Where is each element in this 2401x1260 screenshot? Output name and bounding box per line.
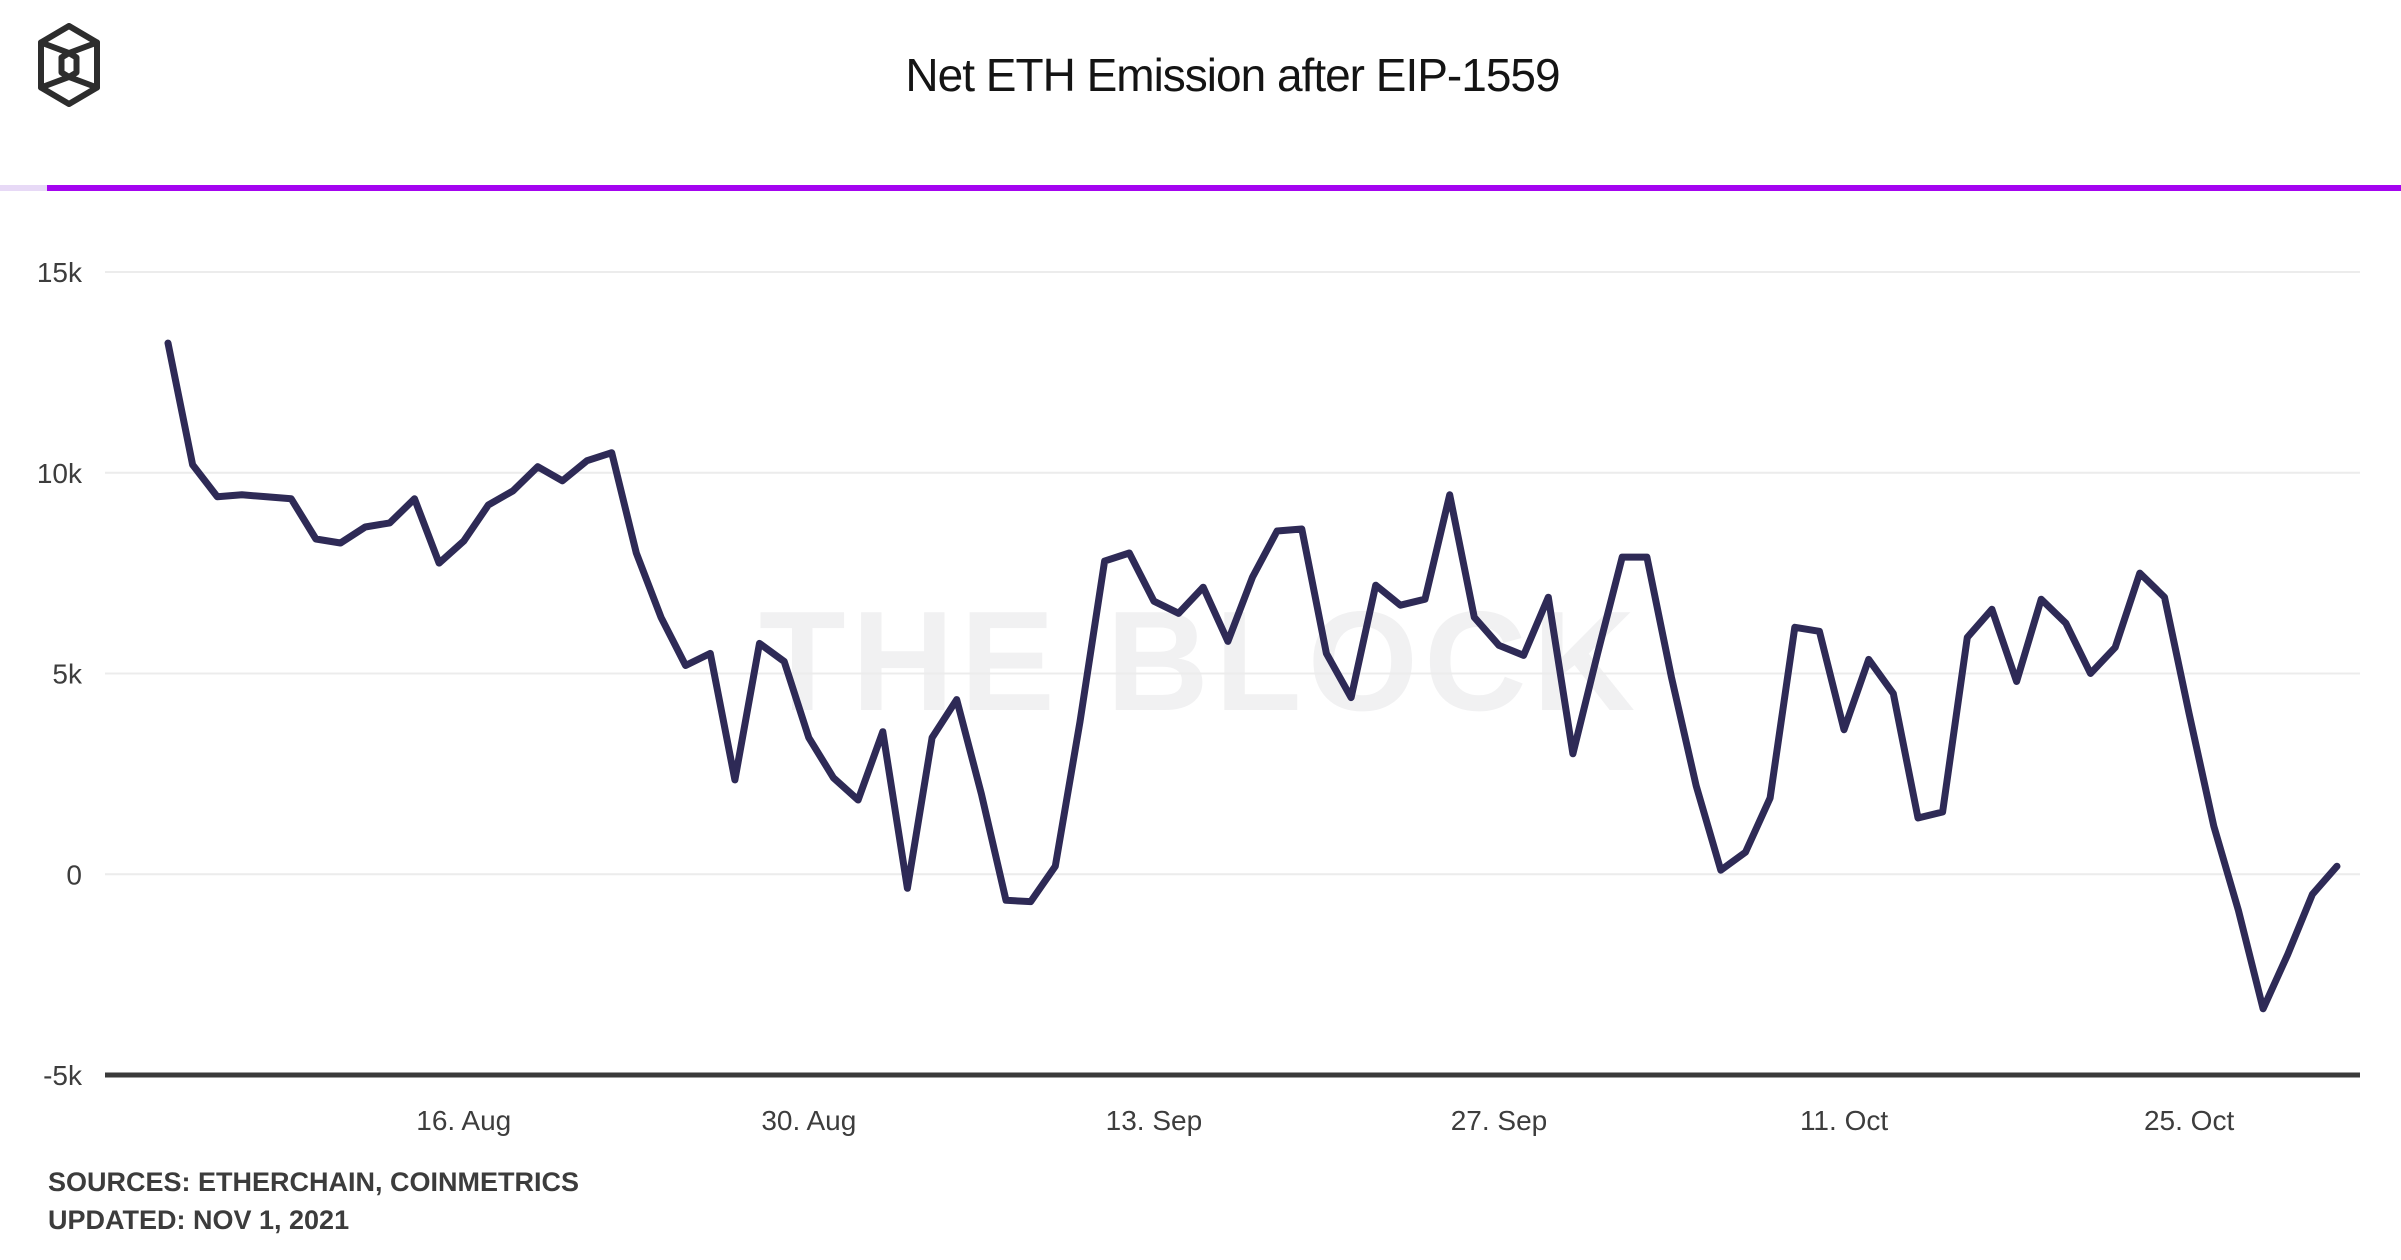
accent-rule [0,185,2401,191]
x-tick-label: 16. Aug [416,1105,511,1136]
chart-footer: SOURCES: ETHERCHAIN, COINMETRICS UPDATED… [48,1163,579,1239]
x-tick-label: 25. Oct [2144,1105,2234,1136]
y-tick-label: 10k [37,458,83,489]
x-tick-label: 13. Sep [1106,1105,1203,1136]
updated-text: UPDATED: NOV 1, 2021 [48,1205,350,1235]
x-tick-label: 30. Aug [761,1105,856,1136]
y-tick-label: 5k [52,659,83,690]
series-polyline [164,339,2341,1013]
the-block-cube-logo [38,23,100,107]
y-axis-tick-labels: 15k 10k 5k 0 -5k [37,257,83,1091]
y-tick-label: -5k [43,1060,83,1091]
watermark-text: THE BLOCK [759,582,1641,741]
sources-text: SOURCES: ETHERCHAIN, COINMETRICS [48,1167,580,1197]
gridlines [105,271,2360,1078]
accent-rule-light-segment [0,185,47,191]
y-tick-label: 0 [66,859,82,890]
chart-title: Net ETH Emission after EIP-1559 [905,49,1560,101]
x-axis-tick-labels: 16. Aug 30. Aug 13. Sep 27. Sep 11. Oct 25. O… [416,1105,2234,1136]
x-tick-label: 27. Sep [1451,1105,1548,1136]
y-tick-label: 15k [37,257,83,288]
x-tick-label: 11. Oct [1800,1105,1888,1136]
logo-center-hexagon [58,50,80,80]
data-series-line [164,339,2341,1013]
